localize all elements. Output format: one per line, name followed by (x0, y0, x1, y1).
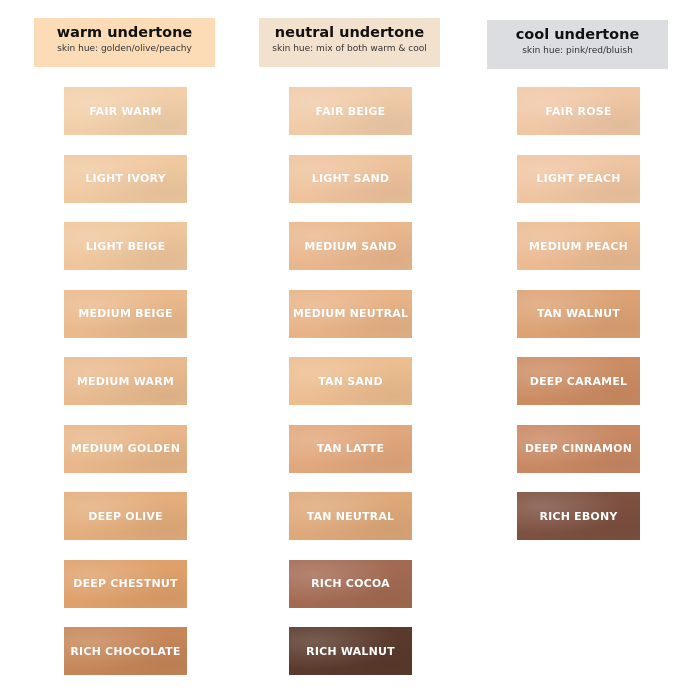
shade-name: FAIR ROSE (545, 104, 612, 118)
shade-name: DEEP OLIVE (88, 509, 163, 523)
shade-swatch: LIGHT IVORY (64, 154, 187, 203)
shade-swatch: RICH WALNUT (289, 627, 412, 675)
shade-swatch: MEDIUM WARM (64, 357, 187, 405)
header-subtitle: skin hue: mix of both warm & cool (272, 44, 427, 54)
shade-name: DEEP CARAMEL (529, 374, 628, 388)
shade-name: LIGHT BEIGE (85, 239, 166, 253)
header-warm: warm undertone skin hue: golden/olive/pe… (34, 18, 215, 67)
shade-name: MEDIUM SAND (304, 239, 397, 253)
shade-swatch: DEEP CARAMEL (517, 357, 640, 405)
shade-swatch: TAN WALNUT (517, 289, 640, 338)
shade-name: RICH CHOCOLATE (70, 644, 181, 658)
header-subtitle: skin hue: pink/red/bluish (522, 46, 633, 56)
shade-swatch: MEDIUM BEIGE (64, 289, 187, 338)
shade-swatch: MEDIUM PEACH (517, 222, 640, 270)
shade-swatch: LIGHT PEACH (517, 154, 640, 203)
shade-swatch: RICH COCOA (289, 559, 412, 608)
shade-name: TAN SAND (318, 374, 383, 388)
shade-swatch: TAN NEUTRAL (289, 492, 412, 540)
shade-name: MEDIUM BEIGE (78, 307, 173, 320)
header-title: neutral undertone (274, 25, 425, 41)
shade-swatch: DEEP CHESTNUT (64, 559, 187, 608)
shade-swatch: DEEP CINNAMON (517, 424, 640, 473)
shade-name: TAN LATTE (316, 442, 385, 455)
shade-name: MEDIUM GOLDEN (70, 442, 181, 455)
shade-name: TAN WALNUT (536, 307, 620, 320)
shade-swatch: MEDIUM NEUTRAL (289, 289, 412, 338)
shade-swatch: MEDIUM SAND (289, 222, 412, 270)
shade-name: TAN NEUTRAL (306, 509, 395, 523)
shade-swatch: RICH EBONY (517, 492, 640, 540)
shade-name: FAIR WARM (89, 104, 162, 118)
shade-name: RICH COCOA (311, 577, 390, 590)
header-neutral: neutral undertone skin hue: mix of both … (259, 18, 440, 67)
shade-swatch: TAN LATTE (289, 424, 412, 473)
shade-swatch: TAN SAND (289, 357, 412, 405)
shade-name: RICH WALNUT (306, 644, 395, 658)
header-cool: cool undertone skin hue: pink/red/bluish (487, 20, 668, 69)
shade-swatch: FAIR WARM (64, 87, 187, 135)
shade-name: LIGHT PEACH (536, 172, 621, 185)
shade-swatch: FAIR ROSE (517, 87, 640, 135)
shade-swatch: RICH CHOCOLATE (64, 627, 187, 675)
shade-name: DEEP CHESTNUT (73, 577, 178, 590)
shade-name: RICH EBONY (539, 509, 618, 523)
header-subtitle: skin hue: golden/olive/peachy (57, 44, 192, 54)
header-title: cool undertone (515, 27, 640, 43)
shade-name: LIGHT IVORY (85, 172, 166, 185)
shade-swatch: LIGHT SAND (289, 154, 412, 203)
header-title: warm undertone (56, 25, 193, 41)
shade-name: FAIR BEIGE (315, 104, 386, 118)
shade-swatch: LIGHT BEIGE (64, 222, 187, 270)
shade-name: DEEP CINNAMON (524, 442, 633, 455)
shade-name: MEDIUM WARM (76, 374, 175, 388)
shade-swatch: DEEP OLIVE (64, 492, 187, 540)
shade-swatch: FAIR BEIGE (289, 87, 412, 135)
shade-name: LIGHT SAND (311, 172, 390, 185)
shade-swatch: MEDIUM GOLDEN (64, 424, 187, 473)
shade-name: MEDIUM NEUTRAL (292, 307, 409, 320)
shade-name: MEDIUM PEACH (528, 239, 629, 253)
